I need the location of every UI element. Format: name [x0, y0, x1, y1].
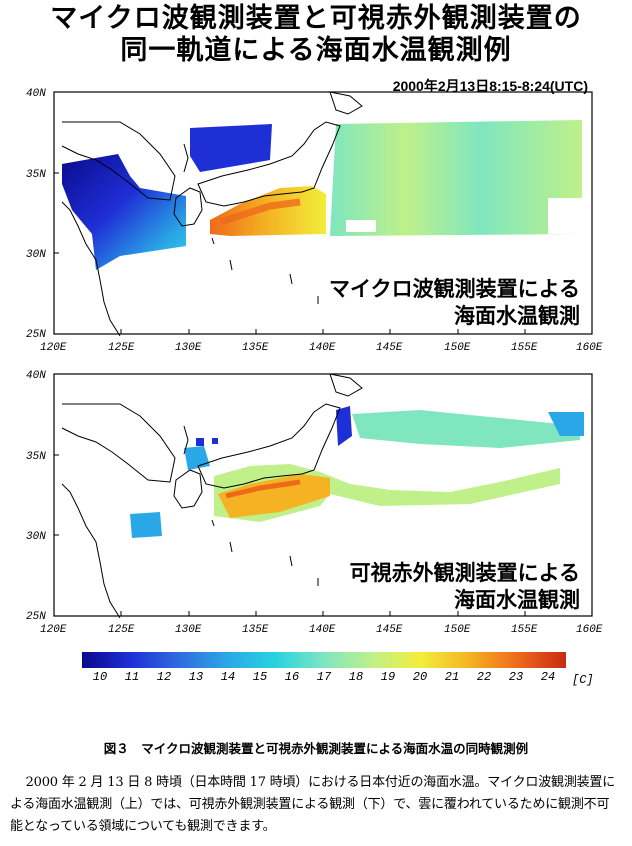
honshu	[197, 121, 341, 207]
svg-text:30N: 30N	[26, 531, 46, 543]
ir-west-patch	[130, 512, 162, 538]
infrared-label-line2: 海面水温観測	[454, 588, 580, 612]
colorbar-tick-21: 21	[444, 670, 460, 684]
ir-cold-patch	[336, 406, 352, 446]
colorbar-tick-19: 19	[380, 670, 396, 684]
figure-caption: 図３ マイクロ波観測装置と可視赤外観測装置による海面水温の同時観測例	[103, 741, 529, 756]
svg-text:120E: 120E	[40, 624, 67, 636]
korea-coast	[61, 121, 176, 201]
colorbar-tick-13: 13	[188, 670, 204, 684]
microwave-label-line2: 海面水温観測	[454, 304, 580, 328]
colorbar-tick-15: 15	[252, 670, 268, 684]
lat-label-25n: 25N	[26, 329, 46, 341]
colorbar-unit: [C]	[572, 673, 594, 687]
colorbar-tick-23: 23	[508, 670, 524, 684]
colorbar-tick-20: 20	[412, 670, 428, 684]
figure-description: 2000 年 2 月 13 日 8 時頃（日本時間 17 時頃）における日本付近…	[10, 775, 616, 834]
infrared-sst-map: 40N 35N 30N 25N 120E 125E 130E 135E 140E…	[0, 366, 632, 638]
svg-text:135E: 135E	[242, 624, 269, 636]
svg-text:125E: 125E	[108, 624, 135, 636]
figure-title-line2: 同一軌道による海面水温観測例	[120, 35, 512, 66]
lon-label-135e: 135E	[242, 342, 269, 354]
kyushu-shikoku	[173, 187, 203, 227]
china-coast	[61, 201, 121, 337]
observation-datetime: 2000年2月13日8:15-8:24(UTC)	[392, 78, 588, 94]
svg-text:130E: 130E	[175, 624, 202, 636]
lon-label-125e: 125E	[108, 342, 135, 354]
colorbar-tick-14: 14	[220, 670, 236, 684]
colorbar-tick-11: 11	[124, 670, 140, 684]
svg-text:40N: 40N	[26, 370, 46, 382]
sst-kuroshio	[210, 186, 326, 236]
lon-label-155e: 155E	[511, 342, 538, 354]
microwave-label-line1: マイクロ波観測装置による	[329, 277, 580, 301]
svg-text:155E: 155E	[511, 624, 538, 636]
svg-text:140E: 140E	[309, 624, 336, 636]
colorbar-tick-18: 18	[348, 670, 364, 684]
temperature-colorbar	[82, 652, 566, 668]
colorbar-tick-24: 24	[540, 670, 556, 684]
colorbar-tick-16: 16	[284, 670, 300, 684]
svg-text:35N: 35N	[26, 451, 46, 463]
ir-east-band	[352, 410, 580, 448]
lon-label-150e: 150E	[444, 342, 471, 354]
hokkaido	[329, 91, 363, 115]
colorbar-tick-10: 10	[92, 670, 108, 684]
svg-text:25N: 25N	[26, 611, 46, 623]
svg-text:145E: 145E	[376, 624, 403, 636]
lon-label-130e: 130E	[175, 342, 202, 354]
svg-text:150E: 150E	[444, 624, 471, 636]
svg-text:160E: 160E	[576, 624, 603, 636]
figure-title-line1: マイクロ波観測装置と可視赤外観測装置の	[50, 3, 582, 34]
colorbar-tick-22: 22	[476, 670, 492, 684]
colorbar-tick-17: 17	[316, 670, 332, 684]
lat-label-35n: 35N	[26, 169, 46, 181]
lon-label-160e: 160E	[576, 342, 603, 354]
colorbar-tick-12: 12	[156, 670, 172, 684]
sst-cold-west	[62, 154, 186, 270]
sst-north-patch	[190, 124, 272, 172]
colorbar-ticks: 10 11 12 13 14 15 16 17 18 19 20 21 22 23 24	[82, 670, 566, 686]
lat-label-30n: 30N	[26, 249, 46, 261]
lon-label-145e: 145E	[376, 342, 403, 354]
infrared-label-line1: 可視赤外観測装置による	[349, 561, 580, 585]
microwave-sst-map: 40N 35N 30N 25N 120E 125E 130E 135E 140E…	[0, 84, 632, 356]
lon-label-140e: 140E	[309, 342, 336, 354]
lon-label-120e: 120E	[40, 342, 67, 354]
lat-label-40n: 40N	[26, 88, 46, 100]
sst-east-field	[330, 120, 582, 236]
